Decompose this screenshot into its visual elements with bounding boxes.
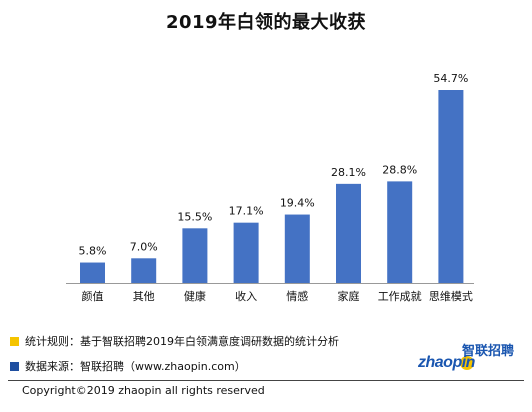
category-label-5: 家庭	[338, 289, 360, 303]
bar-3	[233, 222, 259, 283]
logo-latin-text: zhaopin	[418, 354, 475, 371]
category-label-4: 情感	[286, 290, 308, 303]
data-source-text: 数据来源：智联招聘（www.zhaopin.com）	[25, 360, 246, 373]
value-label-0: 5.8%	[79, 245, 107, 258]
category-label-6: 工作成就	[378, 289, 422, 303]
category-label-3: 收入	[235, 289, 257, 303]
copyright-text: Copyright©2019 zhaopin all rights reserv…	[22, 384, 265, 397]
logo-chinese-text: 智联招聘	[462, 344, 515, 359]
statistics-rule-text: 统计规则：基于智联招聘2019年白领满意度调研数据的统计分析	[25, 335, 339, 348]
bar-chart: 5.8% 颜值 7.0% 其他 15.5% 健康 17.1% 收入 19.4% 情感 28.1% 家庭…	[66, 72, 474, 303]
bar-1	[131, 258, 157, 283]
blue-square-icon	[10, 361, 19, 371]
value-label-1: 7.0%	[130, 240, 158, 253]
bar-7	[438, 90, 464, 283]
footer-divider	[8, 380, 524, 381]
yellow-square-icon	[10, 336, 19, 346]
value-label-4: 19.4%	[280, 197, 315, 210]
bar-4	[284, 214, 310, 283]
bar-5	[336, 183, 361, 283]
value-label-5: 28.1%	[331, 166, 366, 179]
value-label-6: 28.8%	[382, 163, 417, 176]
chart-title: 2019年白领的最大收获	[165, 12, 367, 33]
bar-6	[387, 181, 413, 283]
logo-dot-icon	[460, 356, 474, 370]
value-label-7: 54.7%	[433, 72, 468, 85]
value-label-3: 17.1%	[229, 205, 264, 218]
bar-0	[80, 262, 105, 283]
category-label-2: 健康	[184, 289, 206, 303]
zhaopin-logo: zhaopin 智联招聘	[418, 342, 526, 376]
value-label-2: 15.5%	[177, 210, 212, 223]
bar-2	[182, 228, 208, 283]
category-label-7: 思维模式	[429, 290, 473, 303]
statistics-rule-note: 统计规则：基于智联招聘2019年白领满意度调研数据的统计分析	[10, 333, 339, 349]
category-label-0: 颜值	[82, 290, 104, 303]
data-source-note: 数据来源：智联招聘（www.zhaopin.com）	[10, 358, 246, 374]
category-label-1: 其他	[133, 290, 155, 303]
